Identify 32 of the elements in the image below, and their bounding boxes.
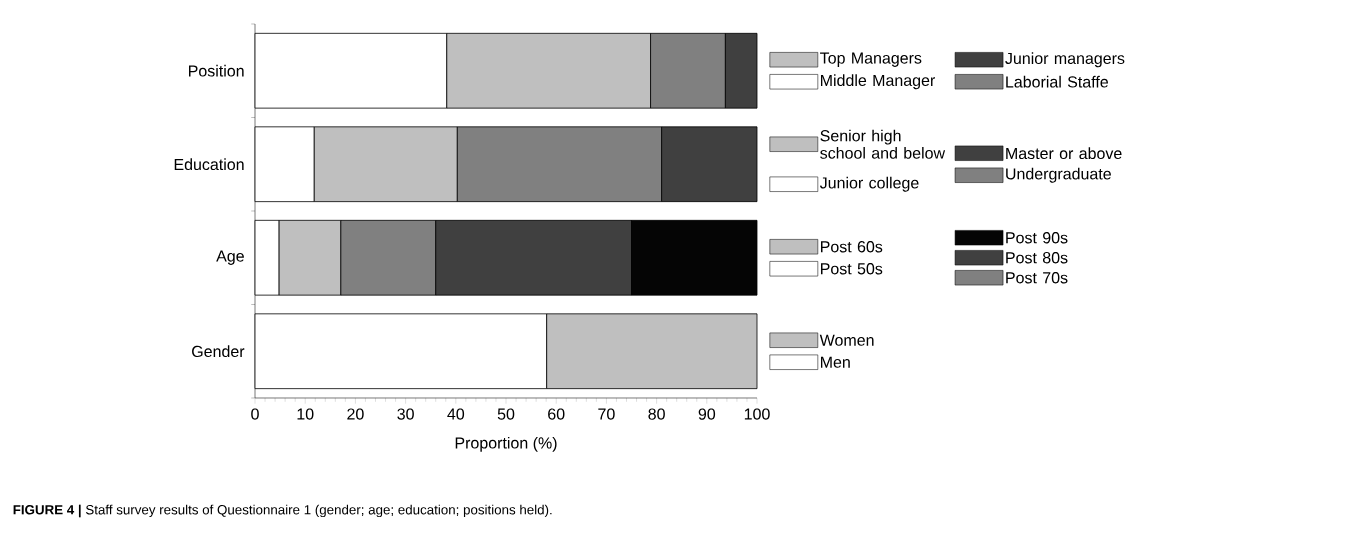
legend-label: Women xyxy=(819,334,874,346)
legend-label: Junior college xyxy=(819,176,919,192)
legend-label: Middle Manager xyxy=(821,74,936,90)
x-tick-label: 10 xyxy=(297,408,314,420)
x-tick-label: 60 xyxy=(548,408,565,420)
legend-label: Junior managers xyxy=(1005,52,1125,68)
x-tick-label: 50 xyxy=(497,408,515,420)
x-tick-label: 20 xyxy=(347,408,364,420)
x-tick-label: 0 xyxy=(251,408,259,420)
legend-label: Men xyxy=(821,356,850,368)
x-tick-label: 100 xyxy=(744,408,770,420)
x-tick-label: 70 xyxy=(598,408,615,420)
x-axis-title: Proportion (%) xyxy=(455,436,557,452)
y-tick-label: Age xyxy=(216,250,244,265)
y-tick-label: Gender xyxy=(192,345,245,358)
x-tick-label: 40 xyxy=(447,408,465,420)
legend-label: Post 90s xyxy=(1006,232,1068,244)
legend-label: Senior high school and below xyxy=(820,129,946,159)
text: FIGURE 4 | Staff survey results of Questionnaire 1 (gender; age; education; positions held). xyxy=(13,504,552,518)
legend-label: Post 50s xyxy=(821,263,883,275)
legend-label: Post 60s xyxy=(821,241,883,253)
x-tick-label: 90 xyxy=(698,408,716,420)
y-tick-label: Position xyxy=(189,64,244,77)
legend-label: Top Managers xyxy=(820,52,922,67)
x-tick-label: 80 xyxy=(648,408,665,420)
legend-label: Post 80s xyxy=(1006,252,1068,264)
legend-label: Post 70s xyxy=(1006,272,1068,284)
y-tick-label: Education xyxy=(174,158,244,171)
x-tick-label: 30 xyxy=(397,408,414,420)
legend-label: Master or above xyxy=(1006,147,1122,160)
legend-label: Undergraduate xyxy=(1006,167,1111,183)
legend-label: Laborial Staffe xyxy=(1006,75,1108,88)
